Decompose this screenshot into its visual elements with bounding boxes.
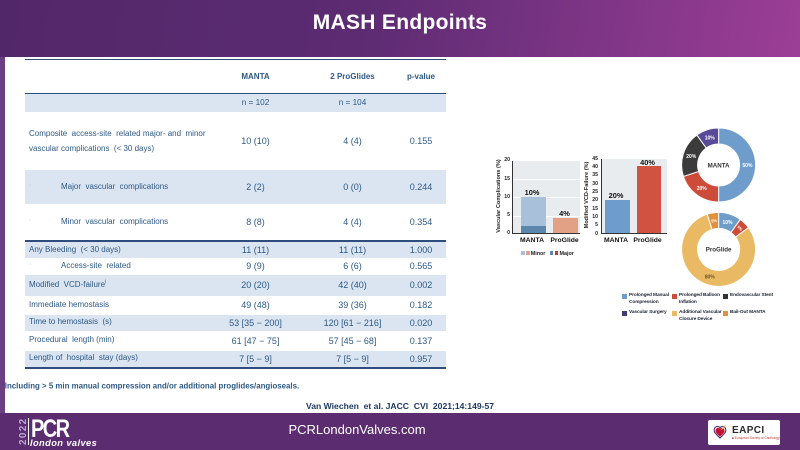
svg-text:5%: 5%: [736, 224, 744, 232]
svg-text:20%: 20%: [686, 154, 697, 160]
svg-text:10%: 10%: [705, 136, 716, 142]
svg-text:ProGlide: ProGlide: [706, 247, 732, 254]
svg-text:5%: 5%: [711, 218, 718, 224]
svg-text:MANTA: MANTA: [708, 162, 730, 169]
svg-text:10%: 10%: [722, 220, 733, 226]
svg-text:20%: 20%: [697, 186, 708, 192]
svg-text:50%: 50%: [742, 163, 753, 169]
svg-text:80%: 80%: [705, 275, 716, 281]
